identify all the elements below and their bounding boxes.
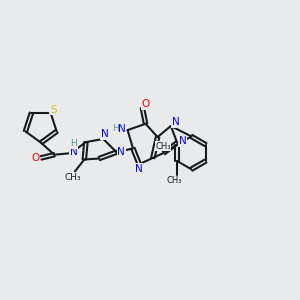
- Text: N: N: [135, 164, 142, 174]
- Text: N: N: [179, 136, 187, 146]
- Text: CH₃: CH₃: [155, 142, 171, 151]
- Text: H: H: [70, 139, 76, 148]
- Text: CH₃: CH₃: [65, 173, 82, 182]
- Text: N: N: [118, 124, 126, 134]
- Text: CH₃: CH₃: [166, 176, 182, 185]
- Text: N: N: [101, 129, 109, 139]
- Text: H: H: [112, 124, 119, 133]
- Text: N: N: [172, 117, 179, 127]
- Text: O: O: [31, 153, 40, 163]
- Text: O: O: [142, 99, 150, 109]
- Text: N: N: [70, 147, 78, 157]
- Text: S: S: [50, 105, 56, 115]
- Text: N: N: [117, 147, 125, 157]
